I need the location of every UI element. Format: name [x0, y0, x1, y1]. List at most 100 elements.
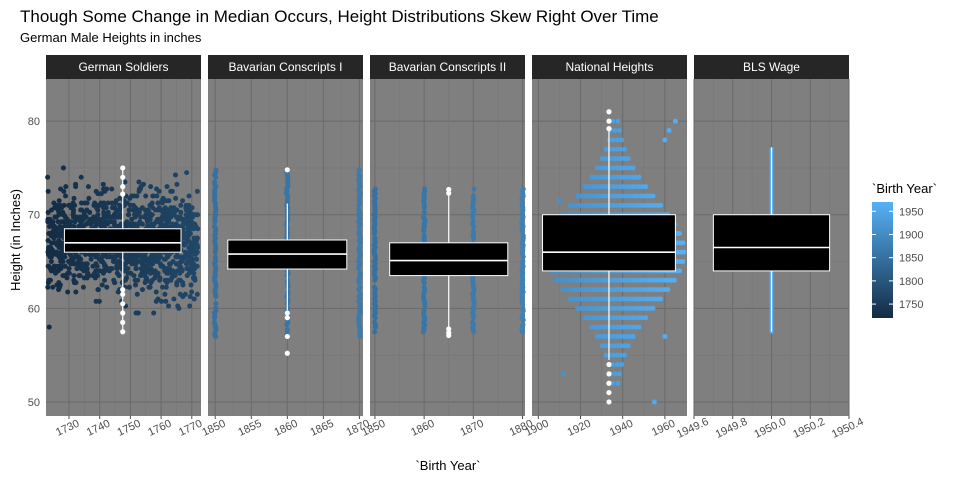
outlier-point — [120, 174, 126, 180]
data-point — [212, 254, 218, 260]
data-point — [72, 202, 78, 208]
data-point — [183, 207, 189, 213]
outlier-point — [120, 301, 126, 307]
facet-strip-label: BLS Wage — [743, 60, 800, 74]
x-tick-label: 1860 — [409, 418, 436, 439]
data-point — [520, 322, 526, 328]
data-point — [124, 219, 130, 225]
data-point — [183, 212, 189, 218]
data-point — [166, 303, 172, 309]
data-point — [614, 362, 620, 368]
data-point — [519, 312, 525, 318]
data-point — [140, 259, 146, 265]
data-point — [144, 219, 150, 225]
data-point — [213, 301, 219, 307]
data-point — [71, 223, 77, 229]
data-point — [650, 305, 656, 311]
data-point — [132, 205, 138, 211]
data-point — [104, 186, 110, 192]
outlier-point — [284, 310, 290, 316]
data-point — [154, 193, 160, 199]
x-tick-label: 1950.0 — [752, 416, 788, 441]
data-point — [194, 291, 200, 297]
data-point — [191, 296, 197, 302]
data-point — [149, 200, 155, 206]
data-point — [52, 205, 58, 211]
data-point — [138, 214, 144, 220]
data-point — [186, 226, 192, 232]
data-point — [144, 275, 150, 281]
x-tick-label: 1949.6 — [675, 416, 711, 441]
data-point — [371, 284, 377, 290]
outlier-point — [446, 326, 452, 332]
x-tick-label: 1950.2 — [791, 416, 827, 441]
data-point — [131, 273, 137, 279]
data-point — [86, 195, 92, 201]
data-point — [62, 263, 68, 269]
data-point — [155, 219, 161, 225]
x-tick-label: 1940 — [608, 418, 635, 439]
data-point — [78, 174, 84, 180]
data-point — [372, 186, 378, 192]
outlier-point — [284, 167, 290, 173]
data-point — [194, 256, 200, 262]
data-point — [618, 146, 624, 152]
data-point — [470, 319, 476, 325]
data-point — [80, 284, 86, 290]
data-point — [172, 172, 178, 178]
data-point — [133, 209, 139, 215]
data-point — [167, 207, 173, 213]
data-point — [212, 223, 218, 229]
data-point — [612, 127, 618, 133]
x-tick-label: 1740 — [85, 418, 112, 439]
data-point — [194, 235, 200, 241]
data-point — [680, 240, 686, 246]
data-point — [610, 137, 616, 143]
data-point — [651, 399, 657, 405]
data-point — [357, 291, 363, 297]
data-point — [163, 298, 169, 304]
data-point — [183, 240, 189, 246]
data-point — [372, 319, 378, 325]
data-point — [356, 207, 362, 213]
data-point — [139, 205, 145, 211]
data-point — [211, 319, 217, 325]
data-point — [185, 254, 191, 260]
data-point — [174, 207, 180, 213]
data-point — [561, 371, 567, 377]
data-point — [666, 127, 672, 133]
legend-title: `Birth Year` — [872, 181, 937, 196]
data-point — [618, 352, 624, 358]
data-point — [82, 200, 88, 206]
data-point — [132, 277, 138, 283]
outlier-point — [120, 319, 126, 325]
chart-subtitle: German Male Heights in inches — [20, 30, 202, 45]
data-point — [56, 287, 62, 293]
data-point — [192, 266, 198, 272]
data-point — [51, 263, 57, 269]
data-point — [630, 333, 636, 339]
data-point — [125, 270, 131, 276]
data-point — [212, 179, 218, 185]
data-point — [421, 209, 427, 215]
data-point — [658, 202, 664, 208]
data-point — [58, 240, 64, 246]
outlier-point — [120, 165, 126, 171]
data-point — [84, 261, 90, 267]
data-point — [135, 259, 141, 265]
data-point — [159, 198, 165, 204]
data-point — [161, 256, 167, 262]
data-point — [54, 230, 60, 236]
data-point — [520, 186, 526, 192]
data-point — [175, 261, 181, 267]
box-iqr — [712, 214, 831, 272]
data-point — [70, 214, 76, 220]
data-point — [170, 259, 176, 265]
data-point — [612, 371, 618, 377]
data-point — [676, 230, 682, 236]
data-point — [144, 223, 150, 229]
x-tick-label: 1750 — [116, 418, 143, 439]
